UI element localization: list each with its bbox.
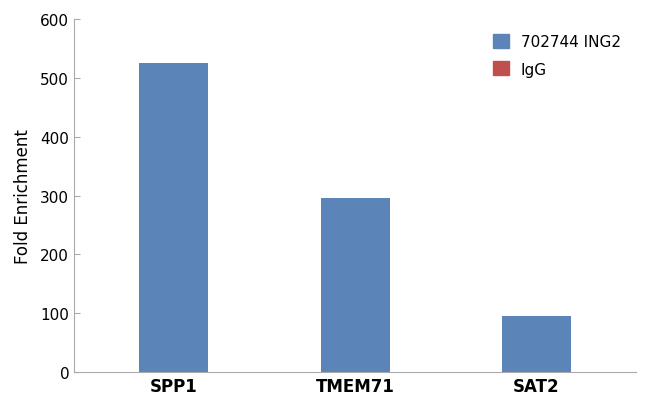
Y-axis label: Fold Enrichment: Fold Enrichment — [14, 129, 32, 263]
Legend: 702744 ING2, IgG: 702744 ING2, IgG — [486, 27, 629, 85]
Bar — [502, 316, 571, 372]
Bar — [139, 64, 208, 372]
Bar — [320, 198, 389, 372]
